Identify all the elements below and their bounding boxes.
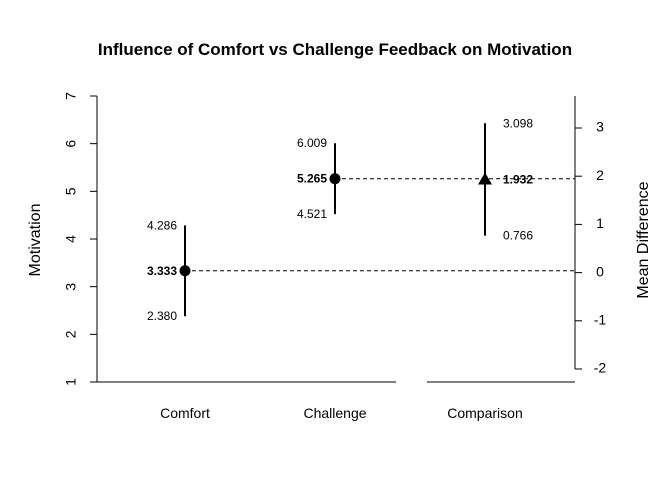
x-tick-label: Comfort	[160, 405, 210, 421]
y-right-tick-label: 2	[596, 167, 604, 183]
difference-lower-label: 0.766	[503, 229, 533, 243]
y-tick-label: 3	[63, 283, 79, 291]
y-right-tick-label: 0	[596, 263, 604, 279]
y-right-tick-label: -2	[594, 360, 607, 376]
upper-ci-label: 4.286	[147, 218, 177, 232]
difference-upper-label: 3.098	[503, 116, 533, 130]
y-tick-label: 1	[63, 378, 79, 386]
y-tick-label: 5	[63, 187, 79, 195]
y-tick-label: 4	[63, 235, 79, 243]
mean-point	[329, 173, 341, 185]
difference-label: 1.932	[503, 172, 533, 186]
x-tick-label: Comparison	[447, 405, 522, 421]
difference-point	[478, 172, 492, 185]
chart-title: Influence of Comfort vs Challenge Feedba…	[98, 40, 572, 59]
y-right-tick-label: 1	[596, 215, 604, 231]
y-tick-label: 2	[63, 330, 79, 338]
lower-ci-label: 2.380	[147, 309, 177, 323]
mean-point	[179, 265, 191, 277]
y-tick-label: 6	[63, 140, 79, 148]
y-tick-label: 7	[63, 92, 79, 100]
x-tick-label: Challenge	[303, 405, 366, 421]
y-right-tick-label: -1	[594, 312, 607, 328]
mean-label: 3.333	[147, 264, 177, 278]
y-right-tick-label: 3	[596, 119, 604, 135]
plot-area: 1 2 3 4 5 6 7 Comfort Challenge Comparison -2 -1 0 1 2…	[63, 92, 607, 421]
y-axis-label: Motivation	[27, 204, 44, 277]
upper-ci-label: 6.009	[297, 136, 327, 150]
y-axis-right-label: Mean Difference	[635, 181, 652, 298]
mean-label: 5.265	[297, 172, 327, 186]
lower-ci-label: 4.521	[297, 207, 327, 221]
